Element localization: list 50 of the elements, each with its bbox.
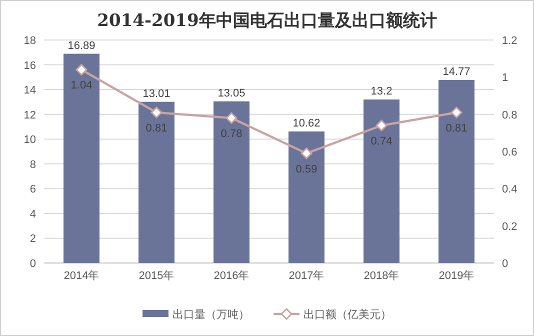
y-tick-label: 8: [30, 158, 36, 171]
data-label: 0.78: [220, 128, 242, 140]
data-label: 10.62: [292, 117, 320, 130]
y-tick-label: 10: [24, 134, 36, 146]
y-tick-label: 18: [24, 35, 36, 47]
data-label: 1.04: [70, 80, 92, 92]
y-tick-label: 6: [30, 184, 36, 196]
x-tick-label: 2016年: [214, 270, 250, 282]
chart-title: 2014-2019年中国电石出口量及出口额统计: [97, 11, 437, 31]
y2-tick-label: 0.6: [502, 146, 518, 158]
data-label: 0.74: [370, 135, 392, 148]
data-label: 14.77: [442, 66, 470, 78]
y-tick-label: 4: [30, 208, 36, 220]
bar: [214, 101, 250, 263]
data-label: 16.89: [68, 40, 96, 52]
x-tick-label: 2015年: [138, 270, 174, 282]
data-label: 0.59: [296, 163, 318, 176]
y2-tick-label: 1.2: [502, 35, 518, 47]
data-label: 0.81: [146, 122, 168, 134]
point: [226, 112, 238, 124]
x-tick-label: 2019年: [438, 270, 474, 282]
y-tick-label: 16: [24, 60, 36, 72]
data-label: 0.81: [446, 122, 468, 134]
bar: [64, 54, 100, 263]
legend-label: 出口额（亿美元）: [304, 308, 392, 321]
x-tick-label: 2017年: [288, 270, 324, 282]
point: [150, 106, 162, 118]
point: [76, 64, 88, 76]
point: [376, 120, 388, 132]
y2-tick-label: 1: [502, 72, 508, 84]
y2-tick-label: 0: [502, 258, 508, 270]
legend-label: 出口量（万吨）: [172, 308, 250, 321]
y-tick-label: 12: [24, 109, 36, 122]
y-tick-label: 0: [30, 258, 36, 270]
bar: [364, 99, 400, 263]
bar: [138, 102, 174, 263]
y-tick-label: 2: [30, 233, 36, 246]
data-label: 13.01: [142, 88, 170, 100]
y2-tick-label: 0.2: [502, 220, 518, 233]
bar: [288, 131, 324, 263]
x-tick-label: 2018年: [364, 270, 400, 282]
y2-tick-label: 0.4: [502, 184, 518, 196]
data-label: 13.05: [218, 87, 246, 100]
point: [300, 148, 312, 160]
x-tick-label: 2014年: [64, 270, 100, 282]
y2-tick-label: 0.8: [502, 109, 518, 122]
y-tick-label: 14: [24, 84, 36, 97]
bar: [438, 80, 474, 263]
data-label: 13.2: [370, 85, 392, 98]
point: [450, 106, 462, 118]
